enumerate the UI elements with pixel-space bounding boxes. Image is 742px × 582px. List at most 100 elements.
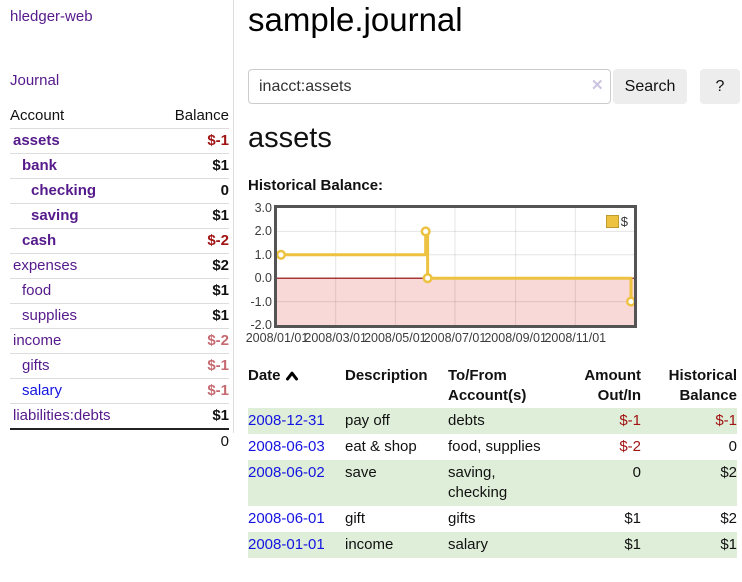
register-date-cell[interactable]: 2008-01-01 xyxy=(248,532,345,558)
sidebar-account-link[interactable]: supplies xyxy=(22,307,78,324)
sidebar-account-link[interactable]: income xyxy=(13,332,62,349)
register-description-cell: eat & shop xyxy=(345,438,417,455)
register-accounts-cell: food, supplies xyxy=(448,438,541,455)
accounts-col-header-balance: Balance xyxy=(174,107,229,124)
register-description-cell: gift xyxy=(345,510,366,527)
transaction-date-link[interactable]: 2008-01-01 xyxy=(248,536,325,553)
sidebar-account-link[interactable]: checking xyxy=(31,182,97,199)
account-row: saving $1 xyxy=(10,203,229,229)
sidebar-account-link[interactable]: salary xyxy=(22,382,63,399)
sort-ascending-icon xyxy=(285,371,298,381)
register-balance-cell: $2 xyxy=(720,510,737,527)
account-balance: $1 xyxy=(152,203,229,229)
account-row: salary $-1 xyxy=(10,378,229,404)
register-date-cell[interactable]: 2008-06-01 xyxy=(248,506,345,532)
help-button[interactable]: ? xyxy=(700,69,740,104)
sidebar-item-journal[interactable]: Journal xyxy=(10,72,60,89)
chart-canvas xyxy=(277,208,634,325)
account-row: gifts $-1 xyxy=(10,353,229,379)
account-row: liabilities:debts $1 xyxy=(10,403,229,429)
chart-label: Historical Balance: xyxy=(248,177,384,194)
account-balance: 0 xyxy=(152,178,229,204)
y-axis-tick-label: -1.0 xyxy=(250,294,272,309)
register-accounts-cell: saving, checking xyxy=(448,464,508,501)
register-accounts-cell: debts xyxy=(448,412,485,429)
x-axis-tick-label: 2008/03/01 xyxy=(304,331,367,345)
app-brand-link[interactable]: hledger-web xyxy=(10,8,93,25)
account-balance: $1 xyxy=(152,303,229,329)
account-balance: $-1 xyxy=(152,128,229,154)
main-content: sample.journal ✕ Search ? assets Histori… xyxy=(246,0,742,582)
register-balance-cell: $2 xyxy=(720,464,737,481)
clear-search-icon[interactable]: ✕ xyxy=(591,77,604,94)
register-row: 2008-06-03 eat & shop food, supplies $-2 0 xyxy=(248,434,737,460)
x-axis-tick-label: 2008/07/01 xyxy=(423,331,487,345)
sidebar: hledger-web Journal Account Balance asse… xyxy=(10,8,229,454)
accounts-table: Account Balance assets $-1 bank $1 checking 0… xyxy=(10,104,229,454)
transaction-date-link[interactable]: 2008-06-02 xyxy=(248,464,325,481)
register-description-cell: pay off xyxy=(345,412,390,429)
account-balance: $-1 xyxy=(152,378,229,404)
account-row: expenses $2 xyxy=(10,253,229,279)
account-row: checking 0 xyxy=(10,178,229,204)
register-date-cell[interactable]: 2008-06-03 xyxy=(248,434,345,460)
y-axis-tick-label: 2.0 xyxy=(254,224,272,239)
legend-swatch-icon xyxy=(605,215,619,228)
search-button[interactable]: Search xyxy=(613,69,687,104)
y-axis-tick-label: 0.0 xyxy=(254,271,272,286)
register-col-header-amount: Amount Out/In xyxy=(584,367,641,404)
register-description-cell: save xyxy=(345,464,377,481)
register-amount-cell: 0 xyxy=(632,464,641,481)
accounts-grand-total: 0 xyxy=(152,428,229,454)
sidebar-account-link[interactable]: bank xyxy=(22,157,58,174)
search-form: ✕ Search ? xyxy=(248,69,742,104)
account-balance: $-1 xyxy=(152,353,229,379)
account-row: cash $-2 xyxy=(10,228,229,254)
register-row: 2008-12-31 pay off debts $-1 $-1 xyxy=(248,408,737,434)
transaction-date-link[interactable]: 2008-06-03 xyxy=(248,438,325,455)
x-axis-tick-label: 2008/11/01 xyxy=(544,331,607,345)
register-amount-cell: $-1 xyxy=(619,412,641,429)
search-input[interactable] xyxy=(248,69,611,104)
register-col-header-date[interactable]: Date xyxy=(248,364,345,408)
register-col-header-description: Description xyxy=(345,367,428,384)
register-balance-cell: $1 xyxy=(720,536,737,553)
register-row: 2008-01-01 income salary $1 $1 xyxy=(248,532,737,558)
sidebar-account-link[interactable]: food xyxy=(22,282,52,299)
sidebar-account-link[interactable]: expenses xyxy=(13,257,78,274)
historical-balance-chart: 3.0 2.0 1.0 0.0 -1.0 -2.0 $ 2008/01/01 2008/03… xyxy=(246,201,742,350)
y-axis-tick-label: 1.0 xyxy=(254,247,272,262)
register-amount-cell: $-2 xyxy=(619,438,641,455)
account-row: income $-2 xyxy=(10,328,229,354)
register-date-cell[interactable]: 2008-12-31 xyxy=(248,408,345,434)
y-axis-tick-label: -2.0 xyxy=(250,318,272,332)
sidebar-account-link[interactable]: assets xyxy=(13,132,60,149)
account-row: bank $1 xyxy=(10,153,229,179)
sidebar-account-link[interactable]: gifts xyxy=(22,357,50,374)
x-axis-tick-label: 2008/05/01 xyxy=(364,331,427,345)
register-description-cell: income xyxy=(345,536,394,553)
legend-label: $ xyxy=(620,214,628,229)
register-accounts-cell: gifts xyxy=(448,510,476,527)
chart-plot-area[interactable]: $ xyxy=(274,205,637,328)
sidebar-account-link[interactable]: liabilities:debts xyxy=(13,407,111,424)
register-col-header-accounts: To/From Account(s) xyxy=(448,367,527,404)
register-col-header-balance: Historical Balance xyxy=(668,367,737,404)
account-balance: $1 xyxy=(152,278,229,304)
sidebar-account-link[interactable]: saving xyxy=(31,207,79,224)
register-date-cell[interactable]: 2008-06-02 xyxy=(248,460,345,506)
page-title: sample.journal xyxy=(248,1,463,38)
register-amount-cell: $1 xyxy=(624,536,641,553)
transaction-date-link[interactable]: 2008-06-01 xyxy=(248,510,325,527)
account-row: assets $-1 xyxy=(10,128,229,154)
register-balance-cell: 0 xyxy=(728,438,737,455)
register-table: Date Description To/From Account(s) Amou… xyxy=(248,364,737,558)
transaction-date-link[interactable]: 2008-12-31 xyxy=(248,412,325,429)
x-axis-tick-label: 2008/01/01 xyxy=(245,331,309,345)
account-balance: $-2 xyxy=(152,228,229,254)
register-accounts-cell: salary xyxy=(448,536,489,553)
account-balance: $2 xyxy=(152,253,229,279)
sidebar-account-link[interactable]: cash xyxy=(22,232,57,249)
register-amount-cell: $1 xyxy=(624,510,641,527)
y-axis-tick-label: 3.0 xyxy=(254,201,272,215)
